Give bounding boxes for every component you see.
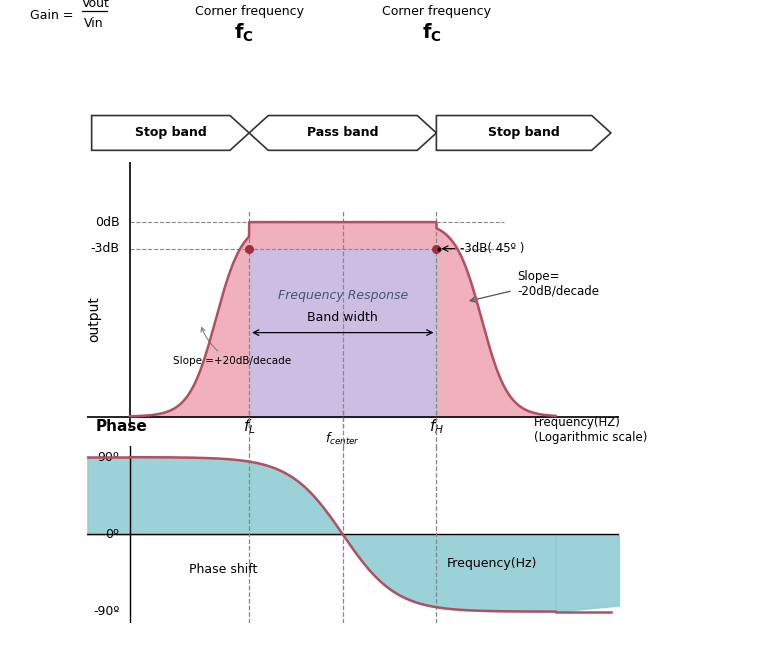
Text: Corner frequency: Corner frequency — [195, 5, 304, 18]
Text: Stop band: Stop band — [488, 127, 559, 139]
Text: Slope =+20dB/decade: Slope =+20dB/decade — [173, 328, 290, 365]
Text: 0º: 0º — [106, 528, 119, 541]
Text: Slope=
-20dB/decade: Slope= -20dB/decade — [518, 270, 599, 298]
Polygon shape — [92, 115, 249, 151]
Text: $\mathbf{f_C}$: $\mathbf{f_C}$ — [234, 22, 254, 44]
Text: -3dB: -3dB — [90, 242, 119, 255]
Text: 0dB: 0dB — [95, 215, 119, 229]
Polygon shape — [249, 115, 436, 151]
Text: Vin: Vin — [84, 17, 103, 30]
Text: Vout: Vout — [82, 0, 110, 10]
Text: Gain =: Gain = — [30, 9, 74, 22]
Text: $f_{center}$: $f_{center}$ — [325, 430, 360, 447]
Text: Band width: Band width — [307, 311, 378, 324]
Text: -90º: -90º — [93, 605, 119, 618]
Text: Phase: Phase — [96, 419, 147, 434]
Polygon shape — [249, 249, 436, 416]
Text: Phase shift: Phase shift — [189, 563, 258, 575]
Text: -3dB( 45º ): -3dB( 45º ) — [460, 242, 524, 255]
Text: $f_L$: $f_L$ — [242, 417, 255, 436]
Text: Corner frequency: Corner frequency — [382, 5, 491, 18]
Text: Frequency Response: Frequency Response — [277, 288, 408, 302]
Text: 90º: 90º — [97, 451, 119, 463]
Text: Stop band: Stop band — [135, 127, 206, 139]
Polygon shape — [436, 115, 611, 151]
Text: $f_H$: $f_H$ — [429, 417, 444, 436]
Text: Pass band: Pass band — [307, 127, 378, 139]
Text: Frequency(HZ)
(Logarithmic scale): Frequency(HZ) (Logarithmic scale) — [534, 416, 648, 444]
Text: $\mathbf{f_C}$: $\mathbf{f_C}$ — [422, 22, 442, 44]
Text: Frequency(Hz): Frequency(Hz) — [447, 557, 537, 570]
Text: output: output — [87, 296, 101, 342]
